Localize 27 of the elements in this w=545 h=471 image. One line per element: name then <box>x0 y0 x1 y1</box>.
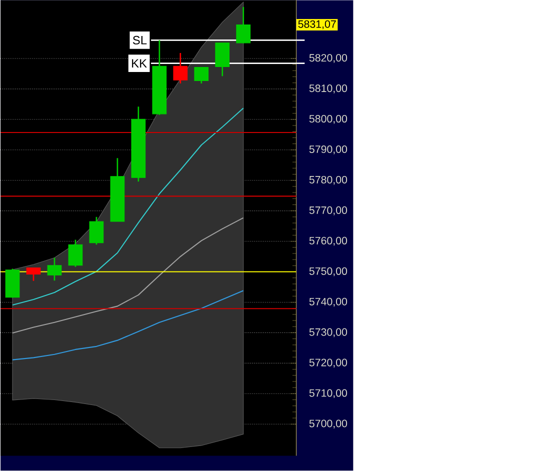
candlestick <box>173 52 188 84</box>
y-tick-label: 5700,00 <box>309 420 348 429</box>
y-tick-label: 5820,00 <box>309 54 348 63</box>
y-tick-label: 5790,00 <box>309 146 348 154</box>
ref-line-label: KK <box>132 59 147 68</box>
y-tick-label: 5800,00 <box>309 115 348 124</box>
line-series <box>12 290 244 360</box>
y-tick-label: 5740,00 <box>309 298 348 307</box>
line-series <box>12 217 244 334</box>
ref-line-label: SL <box>132 36 147 45</box>
y-tick-label: 5730,00 <box>309 328 348 338</box>
candlestick <box>26 267 41 282</box>
y-tick-label: 5710,00 <box>309 389 348 398</box>
y-tick-label: 5720,00 <box>309 358 348 368</box>
candlestick <box>194 66 209 84</box>
text: 5831,07 <box>298 20 336 30</box>
line-series <box>12 108 244 306</box>
y-tick-label: 5750,00 <box>309 267 348 276</box>
candlestick <box>68 239 83 268</box>
y-tick-label: 5760,00 <box>309 236 348 246</box>
candlestick <box>89 216 104 246</box>
y-tick-label: 5770,00 <box>309 206 348 216</box>
y-tick-label: 5810,00 <box>309 84 348 94</box>
y-tick-label: 5780,00 <box>309 176 348 185</box>
candlestick <box>47 257 62 282</box>
candlestick <box>236 6 251 44</box>
candlestick <box>215 42 230 77</box>
